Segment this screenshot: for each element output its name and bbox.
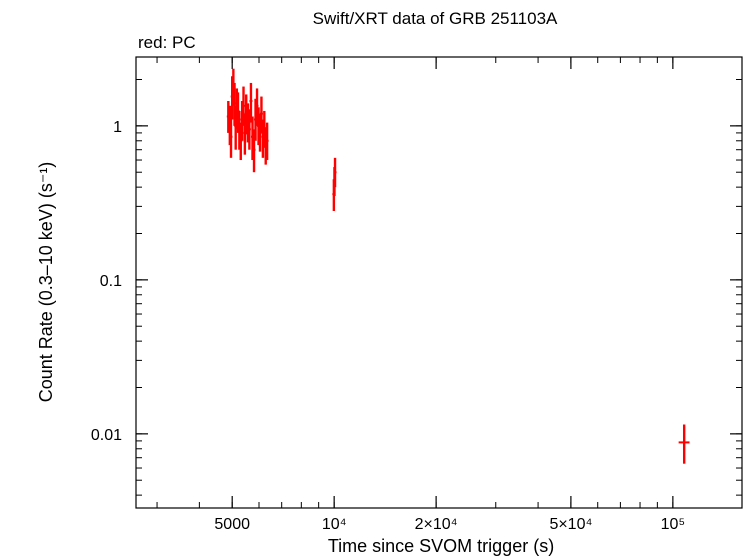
y-tick-label: 1: [113, 119, 122, 136]
data-point: [678, 424, 690, 464]
data-marks: [226, 68, 690, 464]
plot-frame: [135, 56, 743, 509]
data-point: [249, 82, 253, 123]
chart-title: Swift/XRT data of GRB 251103A: [313, 9, 558, 28]
y-tick-label: 0.1: [100, 273, 122, 290]
data-point: [259, 96, 263, 133]
data-point: [247, 109, 251, 150]
major-ticks: [136, 57, 742, 508]
data-point: [265, 122, 269, 161]
y-axis-label: Count Rate (0.3–10 keV) (s⁻¹): [36, 162, 56, 403]
y-tick-label: 0.01: [91, 427, 122, 444]
x-tick-label: 10⁵: [661, 516, 685, 533]
tick-labels: 5000 10⁴ 2×10⁴ 5×10⁴ 10⁵ 1 0.1 0.01: [91, 119, 685, 533]
x-tick-label: 5×10⁴: [549, 516, 592, 533]
data-point: [252, 129, 256, 173]
data-point: [229, 119, 233, 158]
x-axis-label: Time since SVOM trigger (s): [328, 536, 554, 556]
minor-ticks: [136, 57, 742, 508]
data-point: [255, 88, 259, 126]
x-tick-label: 10⁴: [322, 516, 347, 533]
x-tick-label: 5000: [214, 516, 250, 533]
legend-text: red: PC: [138, 33, 196, 52]
x-tick-label: 2×10⁴: [415, 516, 458, 533]
data-point: [333, 157, 337, 188]
data-point: [242, 86, 246, 126]
